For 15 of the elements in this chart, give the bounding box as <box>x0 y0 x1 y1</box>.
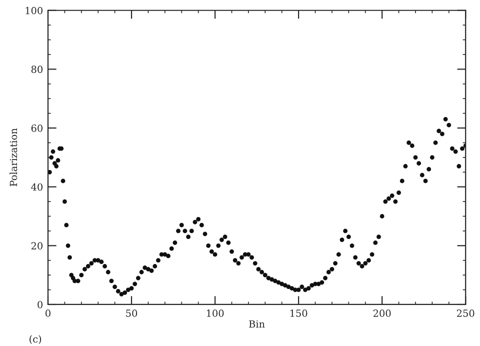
x-tick-label: 100 <box>206 310 224 317</box>
x-tick-label: 0 <box>46 310 50 317</box>
x-tick-label: 150 <box>290 310 308 317</box>
x-tick-label: 200 <box>373 310 391 317</box>
x-axis-title: Bin <box>249 320 265 328</box>
x-tick-label: 50 <box>126 310 138 317</box>
y-tick-label: 60 <box>31 124 42 132</box>
y-axis-title: Polarization <box>10 128 18 186</box>
y-tick-label: 80 <box>31 66 42 74</box>
y-tick-label: 100 <box>26 6 42 14</box>
x-tick-label: 250 <box>456 310 474 317</box>
text: (c) <box>30 335 42 344</box>
y-tick-label: 20 <box>31 242 42 250</box>
y-tick-label: 0 <box>38 300 42 308</box>
y-tick-label: 40 <box>31 183 42 191</box>
